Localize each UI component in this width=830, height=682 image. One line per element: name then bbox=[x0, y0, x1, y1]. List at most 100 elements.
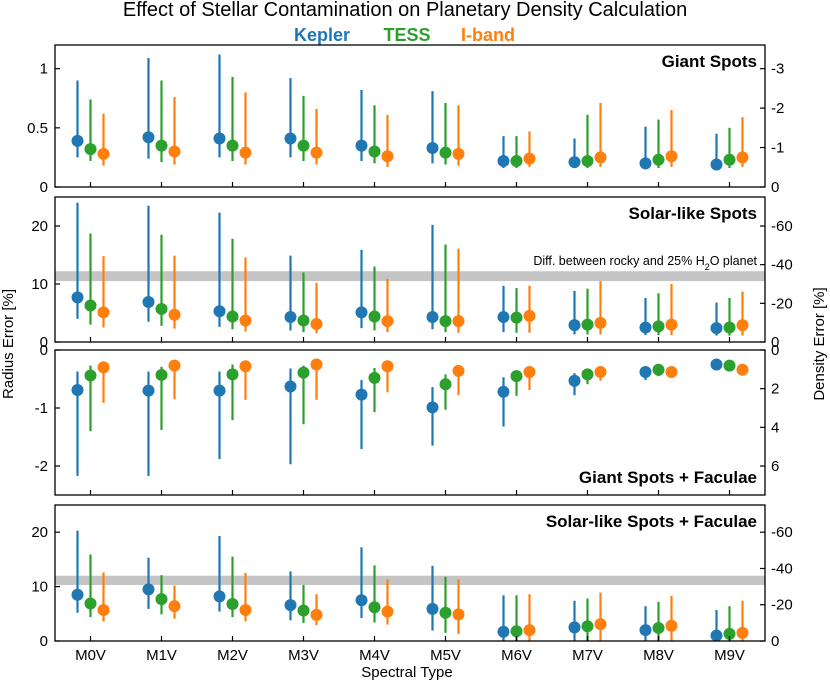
y-tick-label: 10 bbox=[31, 579, 48, 596]
point-tess-M4V bbox=[368, 601, 381, 614]
point-kepler-M8V bbox=[639, 624, 652, 637]
y-tick-label: -2 bbox=[35, 458, 48, 475]
x-tick-label-M7V: M7V bbox=[572, 647, 603, 664]
legend: Kepler TESS I-band bbox=[294, 25, 515, 45]
point-kepler-M2V bbox=[213, 590, 226, 603]
point-kepler-M2V bbox=[213, 384, 226, 397]
panel-frame bbox=[54, 504, 766, 642]
point-tess-M0V bbox=[84, 369, 97, 382]
point-tess-M6V bbox=[510, 370, 523, 383]
point-tess-M6V bbox=[510, 311, 523, 324]
point-i-band-M7V bbox=[594, 366, 607, 379]
point-kepler-M0V bbox=[71, 134, 84, 147]
point-i-band-M5V bbox=[452, 608, 465, 621]
point-i-band-M4V bbox=[381, 150, 394, 163]
point-i-band-M2V bbox=[239, 360, 252, 373]
point-tess-M6V bbox=[510, 154, 523, 167]
point-i-band-M8V bbox=[665, 150, 678, 163]
legend-kepler: Kepler bbox=[294, 25, 350, 45]
point-kepler-M0V bbox=[71, 384, 84, 397]
point-tess-M4V bbox=[368, 145, 381, 158]
point-i-band-M2V bbox=[239, 603, 252, 616]
x-tick-label-M2V: M2V bbox=[217, 647, 248, 664]
point-i-band-M9V bbox=[736, 151, 749, 164]
y2-tick-label: -60 bbox=[771, 218, 793, 235]
y-tick-label: 1 bbox=[40, 61, 48, 78]
point-i-band-M6V bbox=[523, 366, 536, 379]
point-i-band-M2V bbox=[239, 314, 252, 327]
point-tess-M9V bbox=[723, 321, 736, 334]
point-tess-M7V bbox=[581, 154, 594, 167]
point-i-band-M3V bbox=[310, 608, 323, 621]
point-kepler-M9V bbox=[710, 322, 723, 335]
point-kepler-M1V bbox=[142, 583, 155, 596]
point-kepler-M3V bbox=[284, 599, 297, 612]
point-i-band-M6V bbox=[523, 152, 536, 165]
panel-frame bbox=[54, 349, 766, 496]
y-tick-label: 20 bbox=[31, 218, 48, 235]
panel-title: Solar-like Spots bbox=[629, 204, 757, 223]
y-tick-label: 10 bbox=[31, 276, 48, 293]
point-tess-M5V bbox=[439, 378, 452, 391]
y2-tick-label: 0 bbox=[771, 342, 779, 359]
point-kepler-M9V bbox=[710, 629, 723, 642]
point-kepler-M7V bbox=[568, 621, 581, 634]
point-i-band-M4V bbox=[381, 315, 394, 328]
point-i-band-M4V bbox=[381, 360, 394, 373]
x-tick-labels: M0V M1V M2V M3V M4V M5V M6V M7V M8V M9V bbox=[75, 647, 745, 664]
point-tess-M0V bbox=[84, 597, 97, 610]
point-i-band-M3V bbox=[310, 146, 323, 159]
point-i-band-M3V bbox=[310, 358, 323, 371]
y2-tick-label: 2 bbox=[771, 381, 779, 398]
point-kepler-M7V bbox=[568, 319, 581, 332]
point-i-band-M9V bbox=[736, 319, 749, 332]
point-kepler-M5V bbox=[426, 401, 439, 414]
point-tess-M1V bbox=[155, 302, 168, 315]
point-kepler-M4V bbox=[355, 139, 368, 152]
point-kepler-M3V bbox=[284, 380, 297, 393]
point-tess-M3V bbox=[297, 604, 310, 617]
point-kepler-M7V bbox=[568, 374, 581, 387]
point-kepler-M5V bbox=[426, 602, 439, 615]
point-kepler-M4V bbox=[355, 306, 368, 319]
x-tick-label-M1V: M1V bbox=[146, 647, 177, 664]
point-kepler-M1V bbox=[142, 131, 155, 144]
y2-tick-label: 0 bbox=[771, 179, 779, 196]
point-i-band-M0V bbox=[97, 306, 110, 319]
point-tess-M6V bbox=[510, 625, 523, 638]
point-tess-M0V bbox=[84, 299, 97, 312]
point-kepler-M4V bbox=[355, 388, 368, 401]
point-i-band-M8V bbox=[665, 619, 678, 632]
reference-band-label: Diff. between rocky and 25% H2O planet bbox=[533, 254, 757, 272]
point-tess-M4V bbox=[368, 310, 381, 323]
point-i-band-M7V bbox=[594, 618, 607, 631]
y2-tick-label: -3 bbox=[771, 61, 784, 78]
point-tess-M4V bbox=[368, 371, 381, 384]
point-tess-M0V bbox=[84, 143, 97, 156]
point-kepler-M6V bbox=[497, 625, 510, 638]
y-tick-label: 0 bbox=[40, 179, 48, 196]
point-tess-M1V bbox=[155, 593, 168, 606]
point-kepler-M6V bbox=[497, 311, 510, 324]
point-tess-M3V bbox=[297, 139, 310, 152]
reference-band bbox=[55, 271, 765, 282]
point-i-band-M3V bbox=[310, 318, 323, 331]
panel-frame bbox=[54, 44, 766, 188]
point-kepler-M6V bbox=[497, 385, 510, 398]
point-i-band-M2V bbox=[239, 146, 252, 159]
y-tick-label: -1 bbox=[35, 400, 48, 417]
point-tess-M3V bbox=[297, 366, 310, 379]
point-tess-M5V bbox=[439, 146, 452, 159]
point-kepler-M3V bbox=[284, 132, 297, 145]
point-kepler-M2V bbox=[213, 305, 226, 318]
point-kepler-M1V bbox=[142, 384, 155, 397]
point-i-band-M1V bbox=[168, 145, 181, 158]
point-tess-M9V bbox=[723, 153, 736, 166]
y2-tick-label: 4 bbox=[771, 419, 779, 436]
legend-iband: I-band bbox=[461, 25, 515, 45]
y2-tick-label: 6 bbox=[771, 458, 779, 475]
panel-2: 0 -1 -2 0 2 4 6 Giant Spots + Faculae bbox=[35, 342, 779, 496]
point-tess-M2V bbox=[226, 310, 239, 323]
point-tess-M9V bbox=[723, 359, 736, 372]
